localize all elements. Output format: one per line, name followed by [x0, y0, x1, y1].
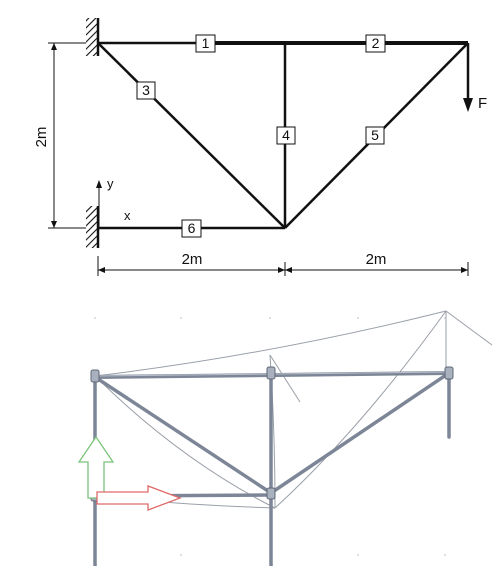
render-verticals [93, 370, 451, 568]
dimension-right-label: 2m [366, 251, 387, 268]
dimension-left-label: 2m [182, 251, 203, 268]
reaction-arrow-red [96, 485, 182, 511]
member-label-4: 4 [276, 126, 296, 145]
truss-schematic: 1 2 3 4 5 6 F [33, 18, 487, 276]
member-label-6: 6 [181, 219, 202, 238]
member-label-1: 1 [195, 34, 216, 53]
svg-text:5: 5 [371, 127, 379, 143]
axis-y-arrow [96, 180, 102, 228]
axis-y-label: y [107, 176, 114, 191]
dimension-vertical [48, 42, 86, 229]
reaction-arrow-green [77, 435, 115, 499]
truss-render [77, 310, 493, 568]
member-label-3: 3 [136, 81, 156, 100]
dimension-vertical-label: 2m [33, 127, 50, 148]
svg-text:4: 4 [282, 127, 290, 143]
dimension-horizontal [97, 256, 469, 276]
svg-text:1: 1 [202, 35, 210, 51]
force-label: F [478, 95, 487, 112]
wall-support-bottom [86, 206, 100, 248]
background-dots [94, 317, 446, 556]
svg-text:6: 6 [188, 220, 196, 236]
member-3 [97, 42, 286, 229]
svg-text:2: 2 [372, 35, 380, 51]
member-label-2: 2 [365, 34, 386, 53]
svg-text:3: 3 [142, 82, 150, 98]
member-label-5: 5 [365, 126, 385, 145]
force-arrow [463, 43, 473, 112]
wall-support-top [86, 18, 100, 56]
render-diagonals [93, 371, 451, 495]
axis-x-label: x [124, 208, 131, 223]
